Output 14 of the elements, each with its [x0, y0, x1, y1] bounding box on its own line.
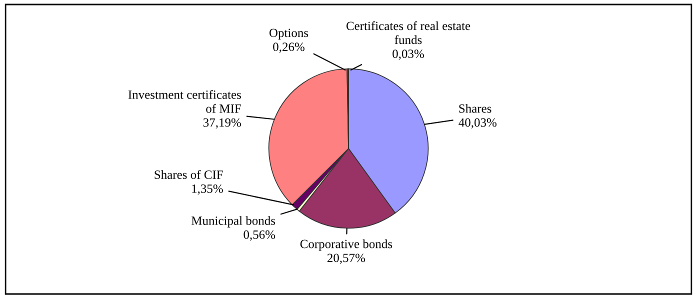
slice-label: Certificates of real estate funds [346, 21, 470, 44]
slice-label: Options [269, 28, 308, 40]
slice-label: Investment certificates of MIF [128, 90, 241, 113]
slice-label: Shares of CIF [154, 170, 223, 179]
data-label: 0,03% [392, 50, 424, 60]
slice-label: Corporative bonds [300, 239, 392, 251]
data-label: 0,26% [273, 42, 304, 53]
data-label: 20,57% [327, 254, 366, 264]
slice-label: Shares [459, 104, 492, 113]
slice-label: Municipal bonds [192, 216, 276, 228]
data-label: 0,56% [244, 230, 276, 241]
data-label: 40,03% [458, 118, 496, 128]
data-label: 1,35% [192, 184, 223, 195]
data-label: 37,19% [203, 118, 241, 129]
